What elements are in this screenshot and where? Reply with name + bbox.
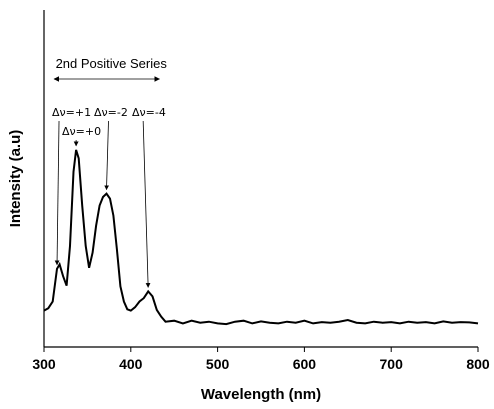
x-ticks: 300 400 500 600 700 800 (32, 347, 490, 372)
series-range-label: 2nd Positive Series (56, 56, 168, 71)
annotation-arrow-2 (104, 120, 110, 191)
x-axis-label: Wavelength (nm) (201, 386, 321, 403)
spectrum-series-line (43, 149, 479, 326)
series-range: 2nd Positive Series (53, 56, 168, 82)
annotations: Δν=+1 Δν=+0 Δν=-2 Δν=-4 (52, 106, 166, 288)
x-tick-label-1: 400 (119, 356, 143, 372)
annotation-label-3: Δν=-4 (132, 106, 166, 119)
annotation-label-2: Δν=-2 (94, 106, 128, 119)
x-tick-label-5: 800 (466, 356, 490, 372)
x-tick-label-0: 300 (32, 356, 56, 372)
x-tick-label-3: 600 (293, 356, 317, 372)
x-tick-label-4: 700 (380, 356, 404, 372)
annotation-label-1: Δν=+0 (62, 125, 101, 138)
annotation-label-0: Δν=+1 (52, 106, 91, 119)
annotation-arrow-0 (54, 120, 60, 266)
axes (43, 10, 478, 348)
x-tick-label-2: 500 (206, 356, 230, 372)
y-axis-label: Intensity (a.u) (7, 130, 24, 228)
annotation-arrow-3 (142, 120, 151, 288)
